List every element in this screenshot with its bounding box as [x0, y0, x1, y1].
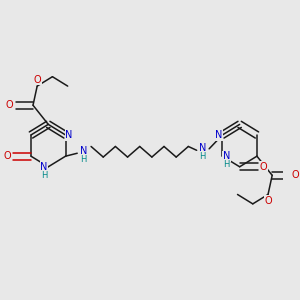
- Text: O: O: [33, 75, 41, 85]
- Text: H: H: [223, 160, 230, 169]
- Text: O: O: [260, 162, 268, 172]
- Text: H: H: [200, 152, 206, 161]
- Text: O: O: [6, 100, 14, 110]
- Text: N: N: [199, 143, 206, 153]
- Text: O: O: [264, 196, 272, 206]
- Text: H: H: [80, 154, 86, 164]
- Text: O: O: [292, 170, 299, 180]
- Text: H: H: [41, 170, 47, 179]
- Text: N: N: [40, 162, 48, 172]
- Text: N: N: [215, 130, 222, 140]
- Text: N: N: [65, 130, 73, 140]
- Text: N: N: [223, 151, 230, 161]
- Text: O: O: [3, 151, 11, 161]
- Text: N: N: [80, 146, 87, 156]
